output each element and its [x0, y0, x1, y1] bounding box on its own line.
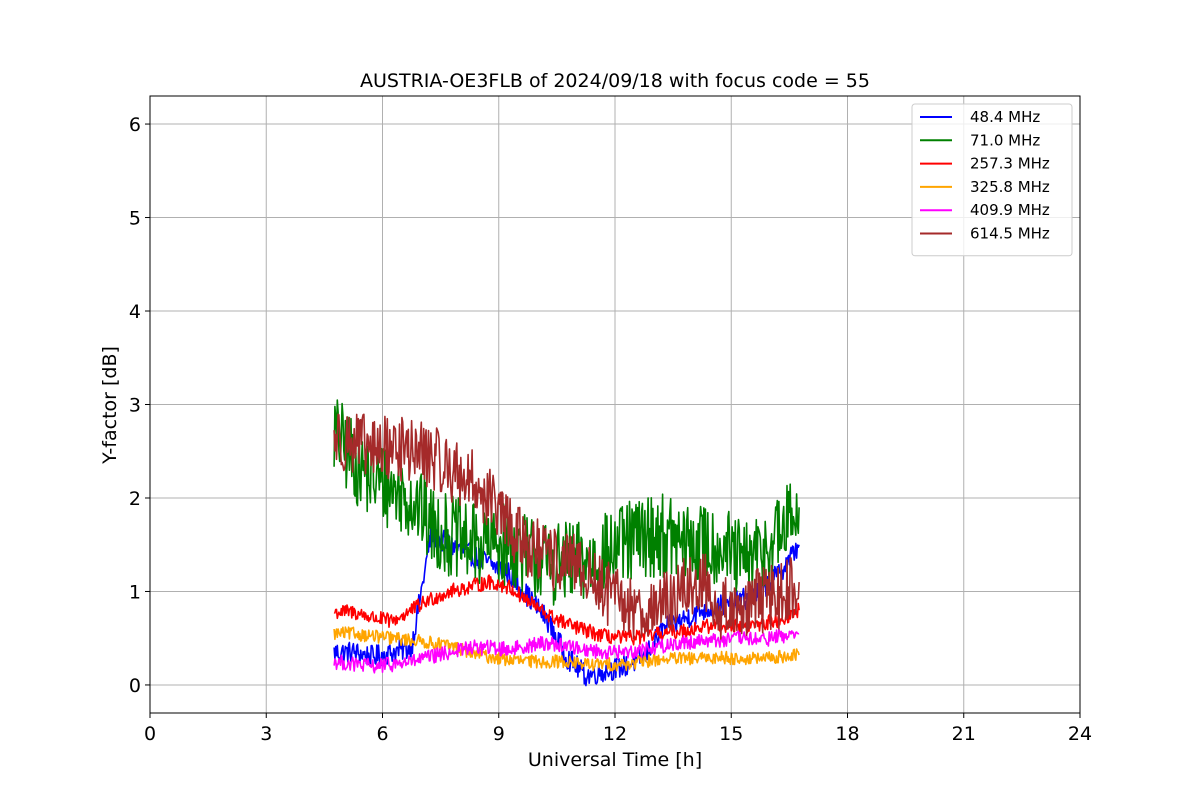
x-axis: 0 3 6 9 12 15 18 21 24	[144, 713, 1092, 745]
legend-label: 325.8 MHz	[970, 178, 1050, 196]
x-tick-label: 15	[719, 723, 743, 745]
y-tick-label: 5	[129, 208, 141, 230]
series-line	[333, 399, 800, 606]
y-tick-label: 6	[129, 114, 141, 136]
legend-label: 48.4 MHz	[970, 108, 1040, 126]
legend: 48.4 MHz 71.0 MHz 257.3 MHz 325.8 MHz 409.9…	[911, 103, 1073, 257]
legend-box	[911, 103, 1073, 257]
x-tick-label: 3	[260, 723, 272, 745]
x-tick-label: 18	[835, 723, 859, 745]
y-axis: 0 1 2 3 4 5 6	[129, 114, 150, 697]
x-tick-label: 6	[376, 723, 388, 745]
y-tick-label: 4	[129, 301, 141, 323]
x-tick-label: 24	[1068, 723, 1092, 745]
x-tick-label: 12	[603, 723, 627, 745]
y-tick-label: 2	[129, 488, 141, 510]
series-line	[333, 413, 800, 640]
x-tick-label: 9	[493, 723, 505, 745]
legend-label: 71.0 MHz	[970, 131, 1040, 149]
y-axis-label: Y-factor [dB]	[99, 346, 121, 465]
series-group	[333, 399, 800, 687]
legend-label: 257.3 MHz	[970, 155, 1050, 173]
x-tick-label: 0	[144, 723, 156, 745]
chart-title: AUSTRIA-OE3FLB of 2024/09/18 with focus …	[360, 70, 870, 92]
series-line	[333, 626, 800, 672]
x-axis-label: Universal Time [h]	[528, 749, 702, 771]
y-tick-label: 0	[129, 675, 141, 697]
x-tick-label: 21	[952, 723, 976, 745]
legend-label: 409.9 MHz	[970, 201, 1050, 219]
y-tick-label: 1	[129, 581, 141, 603]
legend-label: 614.5 MHz	[970, 225, 1050, 243]
y-tick-label: 3	[129, 395, 141, 417]
